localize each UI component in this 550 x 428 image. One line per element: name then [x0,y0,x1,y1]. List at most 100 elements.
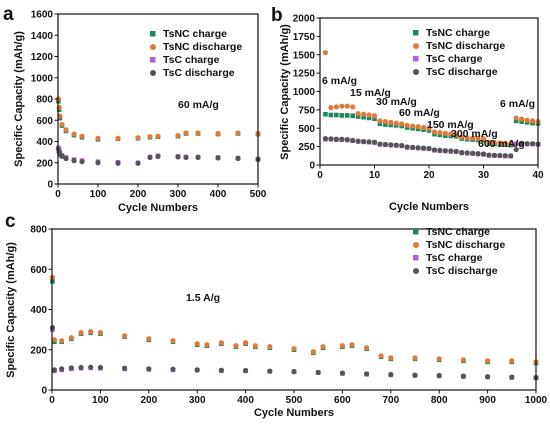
x-tick-label: 300 [189,395,206,406]
data-point [88,364,94,370]
data-point [410,123,416,129]
data-point [464,150,470,156]
data-point [267,368,273,374]
data-point [460,357,466,363]
legend-marker [413,69,419,75]
legend-label: TsC charge [426,53,483,65]
data-point [57,113,63,119]
data-point [529,141,536,147]
data-point [71,158,77,164]
x-tick-label: 30 [478,170,490,181]
data-point [204,342,210,348]
data-point [235,155,241,162]
data-point [95,135,101,141]
x-tick-label: 20 [423,170,435,181]
panel-letter: c [5,211,16,232]
x-tick-label: 300 [170,189,187,200]
y-tick-label: 750 [298,105,315,116]
data-point [63,127,69,133]
data-point [170,338,176,344]
data-point [459,149,465,156]
data-point [431,129,438,135]
data-point [195,130,201,136]
data-point [68,365,74,371]
data-point [399,142,405,149]
data-point [59,153,65,159]
data-point [195,154,201,161]
legend-label: TsNC discharge [426,239,505,251]
rate-annotation: 15 mA/g [350,87,391,99]
x-tick-label: 400 [210,189,227,200]
rate-annotation: 6 mA/g [322,75,357,87]
panel-a: a 0 100 200 300 400 500 0 200 400 600 800 1000 1200 14… [3,4,267,214]
legend-marker [413,255,419,261]
data-point [235,130,241,136]
data-point [97,330,103,336]
x-tick-label: 900 [479,395,496,406]
y-tick-label: 1400 [31,31,54,42]
rate-annotation: 6 mA/g [500,98,535,110]
legend-marker [150,70,156,76]
data-point [339,343,345,349]
data-point [233,343,239,349]
data-point [486,139,492,145]
data-point [377,141,383,147]
y-axis-label: Specific Capacity (mAh/g) [13,31,25,167]
data-point [382,119,388,125]
data-point [480,151,487,157]
data-point [448,131,454,137]
x-tick-label: 1000 [525,395,548,406]
data-point [470,150,476,156]
data-point [475,151,481,157]
data-point [135,160,141,166]
rate-annotation: 30 mA/g [376,96,417,108]
data-point [513,146,519,153]
y-tick-label: 2000 [293,14,316,25]
data-point [491,139,497,146]
data-point [475,135,481,142]
data-point [355,138,361,144]
data-point [509,358,515,364]
x-tick-label: 800 [431,395,448,406]
legend-label: TsC discharge [163,67,235,79]
data-point [388,142,394,148]
data-point [383,122,388,127]
data-point [79,133,85,139]
data-point [328,105,334,111]
data-point [315,369,321,375]
x-tick-label: 40 [532,170,544,181]
y-tick-label: 1250 [293,69,316,80]
data-point [68,335,74,341]
x-tick-label: 100 [90,189,107,200]
legend-marker [413,229,419,235]
data-point [491,152,497,158]
data-point [361,138,367,145]
y-tick-label: 1200 [31,52,54,63]
legend-label: TsNC charge [426,226,490,238]
data-point [252,343,258,349]
data-point [59,121,65,128]
data-point [339,136,345,142]
data-point [63,155,69,162]
data-point [366,139,372,145]
data-point [328,136,334,142]
data-point [415,124,421,130]
y-tick-label: 200 [36,158,53,169]
series-tsnc-discharge [55,96,261,141]
y-tick-label: 1000 [31,73,54,84]
x-tick-label: 500 [286,395,303,406]
data-point [78,364,84,371]
x-axis-label: Cycle Numbers [389,201,469,213]
rate-annotation: 60 mA/g [399,107,440,119]
data-point [122,365,128,371]
y-axis-label: Specific Capacity (mAh/g) [5,242,17,378]
legend-label: TsNC discharge [163,41,242,53]
data-point [56,104,62,111]
x-tick-label: 10 [369,170,381,181]
data-point [459,134,465,140]
data-point [502,153,508,159]
data-point [344,113,350,118]
y-tick-label: 250 [298,142,315,153]
